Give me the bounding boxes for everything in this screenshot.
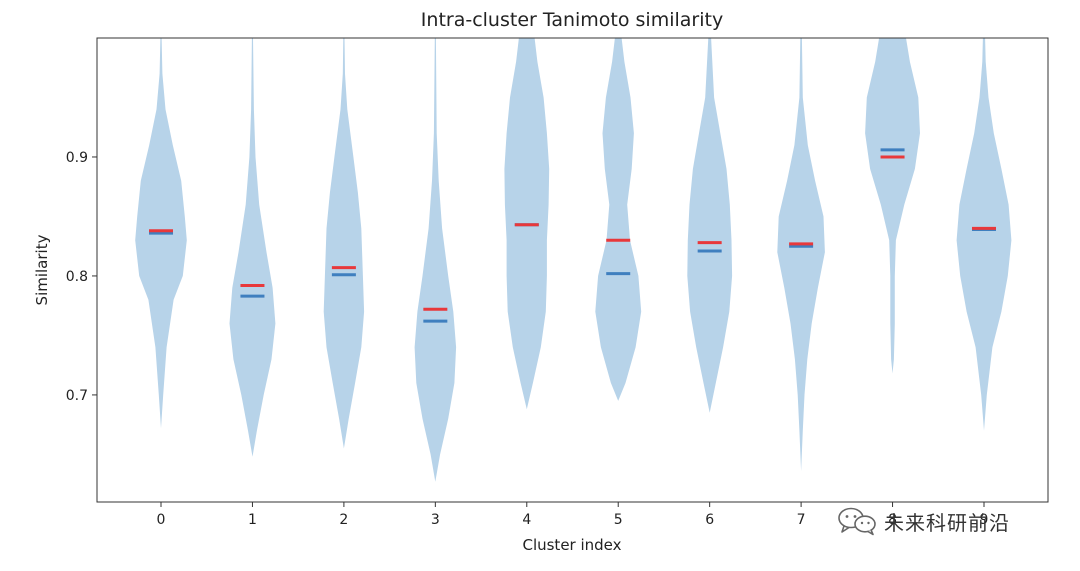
x-tick-label-7: 7 — [797, 512, 806, 528]
x-tick-label-4: 4 — [522, 512, 531, 528]
x-tick-label-8: 8 — [888, 512, 897, 528]
violin-body-7 — [777, 38, 825, 472]
x-tick-label-9: 9 — [980, 512, 989, 528]
y-tick-label-0: 0.7 — [66, 388, 88, 404]
y-tick-label-1: 0.8 — [66, 269, 88, 285]
x-tick-label-6: 6 — [705, 512, 714, 528]
x-axis-label: Cluster index — [522, 536, 621, 554]
violin-body-8 — [865, 38, 920, 374]
x-tick-label-0: 0 — [157, 512, 166, 528]
violin-body-2 — [323, 38, 365, 449]
plot-frame — [96, 37, 1049, 503]
violin-body-3 — [414, 38, 457, 482]
wechat-icon — [838, 507, 876, 536]
chart-title: Intra-cluster Tanimoto similarity — [421, 9, 723, 31]
violin-body-6 — [687, 38, 733, 413]
x-tick-label-3: 3 — [431, 512, 440, 528]
x-tick-label-1: 1 — [248, 512, 257, 528]
violin-body-1 — [229, 38, 276, 457]
violin-series — [135, 38, 1012, 482]
watermark-text: 未来科研前沿 — [884, 510, 1010, 535]
y-axis-label: Similarity — [33, 234, 51, 305]
x-tick-label-5: 5 — [614, 512, 623, 528]
x-tick-label-2: 2 — [339, 512, 348, 528]
watermark: 未来科研前沿 — [836, 506, 1010, 536]
violin-body-9 — [956, 38, 1012, 431]
axis-ticks: 0 1 2 3 4 5 6 7 8 9 0.7 0.8 0.9 — [66, 150, 989, 528]
y-tick-label-2: 0.9 — [66, 150, 88, 166]
violin-body-5 — [595, 38, 642, 401]
